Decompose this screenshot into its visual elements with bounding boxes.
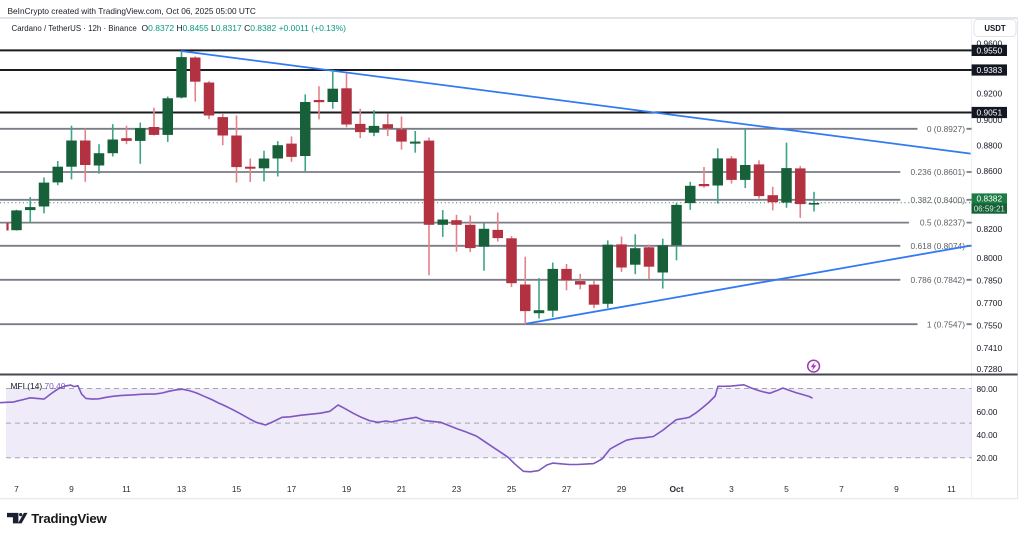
svg-text:17: 17 <box>287 484 297 494</box>
svg-text:MFI (14) 70.40: MFI (14) 70.40 <box>11 381 66 391</box>
svg-text:3: 3 <box>729 484 734 494</box>
svg-text:5: 5 <box>784 484 789 494</box>
svg-text:0.382 (0.8400): 0.382 (0.8400) <box>911 195 966 205</box>
svg-text:0.7850: 0.7850 <box>977 275 1003 285</box>
svg-text:9: 9 <box>69 484 74 494</box>
svg-text:27: 27 <box>562 484 572 494</box>
svg-text:0.5 (0.8237): 0.5 (0.8237) <box>920 218 965 228</box>
svg-text:7: 7 <box>14 484 19 494</box>
svg-text:0.9383: 0.9383 <box>976 65 1002 75</box>
svg-text:0.8800: 0.8800 <box>977 141 1003 151</box>
svg-text:0.9200: 0.9200 <box>977 89 1003 99</box>
svg-text:BeInCrypto created with Tradin: BeInCrypto created with TradingView.com,… <box>8 6 256 16</box>
svg-text:Cardano / TetherUS · 12h · Bin: Cardano / TetherUS · 12h · Binance <box>12 24 138 33</box>
svg-text:0.7550: 0.7550 <box>977 320 1003 330</box>
svg-text:1 (0.7547): 1 (0.7547) <box>927 319 965 329</box>
svg-text:0.8382: 0.8382 <box>976 194 1002 204</box>
svg-text:USDT: USDT <box>984 24 1005 33</box>
svg-text:20.00: 20.00 <box>977 453 998 463</box>
svg-text:7: 7 <box>839 484 844 494</box>
svg-text:TradingView: TradingView <box>31 511 107 526</box>
svg-text:0.9550: 0.9550 <box>976 46 1002 56</box>
svg-text:0.9600: 0.9600 <box>977 38 1003 48</box>
svg-text:0 (0.8927): 0 (0.8927) <box>927 124 965 134</box>
svg-text:0.8600: 0.8600 <box>977 166 1003 176</box>
svg-text:21: 21 <box>397 484 407 494</box>
svg-text:06:59:21: 06:59:21 <box>974 204 1006 213</box>
svg-text:19: 19 <box>342 484 352 494</box>
svg-text:25: 25 <box>507 484 517 494</box>
svg-text:0.8000: 0.8000 <box>977 253 1003 263</box>
svg-text:11: 11 <box>122 484 131 494</box>
svg-text:0.7410: 0.7410 <box>977 343 1003 353</box>
svg-text:0.9051: 0.9051 <box>976 108 1002 118</box>
svg-text:11: 11 <box>947 484 956 494</box>
svg-text:9: 9 <box>894 484 899 494</box>
svg-text:0.786 (0.7842): 0.786 (0.7842) <box>911 275 966 285</box>
svg-text:15: 15 <box>232 484 242 494</box>
svg-text:0.8200: 0.8200 <box>977 224 1003 234</box>
svg-text:40.00: 40.00 <box>977 430 998 440</box>
svg-text:60.00: 60.00 <box>977 407 998 417</box>
svg-text:0.7280: 0.7280 <box>977 364 1003 374</box>
svg-text:13: 13 <box>177 484 187 494</box>
svg-text:O0.8372 H0.8455 L0.8317 C0.838: O0.8372 H0.8455 L0.8317 C0.8382 +0.0011 … <box>142 23 347 33</box>
svg-text:23: 23 <box>452 484 462 494</box>
svg-text:80.00: 80.00 <box>977 384 998 394</box>
svg-text:0.9000: 0.9000 <box>977 115 1003 125</box>
svg-text:Oct: Oct <box>670 484 684 494</box>
svg-text:29: 29 <box>617 484 627 494</box>
svg-text:0.236 (0.8601): 0.236 (0.8601) <box>911 167 966 177</box>
svg-text:0.618 (0.8074): 0.618 (0.8074) <box>911 241 966 251</box>
svg-text:0.7700: 0.7700 <box>977 298 1003 308</box>
